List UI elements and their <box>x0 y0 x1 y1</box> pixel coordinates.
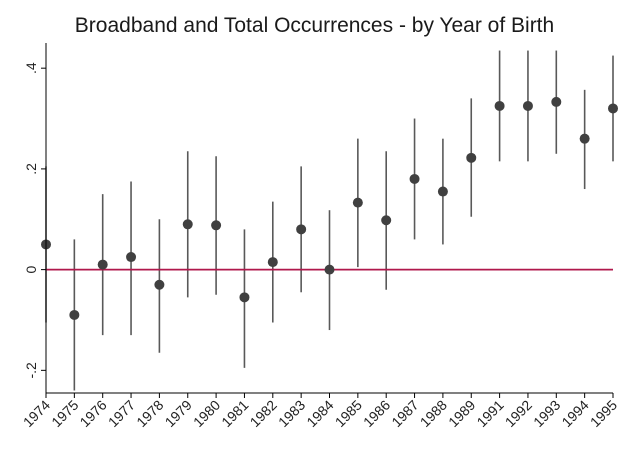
point-estimate-1975 <box>69 309 80 320</box>
point-estimate-1994 <box>579 133 590 144</box>
y-tick-label: 0 <box>23 266 39 274</box>
point-estimate-1976 <box>97 259 108 270</box>
y-tick-label: -.2 <box>23 362 39 379</box>
x-tick-label-1993: 1993 <box>530 397 563 430</box>
x-tick-label-1978: 1978 <box>133 397 166 430</box>
point-estimate-1995 <box>608 103 618 114</box>
y-tick-label: .2 <box>23 163 39 175</box>
point-estimate-1992 <box>522 100 533 111</box>
x-tick-label-1982: 1982 <box>247 397 280 430</box>
x-tick-label-1995: 1995 <box>587 397 620 430</box>
x-tick-label-1986: 1986 <box>360 397 393 430</box>
point-estimate-1988 <box>437 186 448 197</box>
point-estimate-1993 <box>551 96 562 107</box>
x-tick-label-1977: 1977 <box>105 397 138 430</box>
point-estimate-1985 <box>352 197 363 208</box>
x-tick-label-1983: 1983 <box>275 397 308 430</box>
point-estimate-1981 <box>239 292 250 303</box>
point-estimate-1979 <box>182 219 193 230</box>
x-tick-label-1987: 1987 <box>388 397 421 430</box>
x-tick-label-1984: 1984 <box>303 397 336 430</box>
x-tick-label-1985: 1985 <box>332 397 365 430</box>
point-estimate-1986 <box>381 215 392 226</box>
x-tick-label-1980: 1980 <box>190 397 223 430</box>
x-tick-label-1988: 1988 <box>417 397 450 430</box>
x-tick-label-1979: 1979 <box>162 397 195 430</box>
x-tick-label-1992: 1992 <box>502 397 535 430</box>
x-tick-label-1991: 1991 <box>473 397 506 430</box>
x-tick-label-1975: 1975 <box>48 397 81 430</box>
y-tick-label: .4 <box>23 62 39 74</box>
x-tick-label-1981: 1981 <box>218 397 251 430</box>
point-estimate-1991 <box>494 100 505 111</box>
x-tick-label-1974: 1974 <box>20 397 53 430</box>
point-estimate-1987 <box>409 173 420 184</box>
point-estimate-1984 <box>324 264 335 275</box>
x-tick-label-1976: 1976 <box>76 397 109 430</box>
point-estimate-1978 <box>154 279 165 290</box>
point-estimate-1982 <box>267 257 278 268</box>
x-tick-label-1994: 1994 <box>558 397 591 430</box>
point-estimate-1977 <box>126 252 137 263</box>
point-estimate-1983 <box>296 224 307 235</box>
x-tick-label-1989: 1989 <box>445 397 478 430</box>
point-estimate-1980 <box>211 220 222 231</box>
chart-title: Broadband and Total Occurrences - by Yea… <box>74 14 555 37</box>
point-estimate-1989 <box>466 152 477 163</box>
